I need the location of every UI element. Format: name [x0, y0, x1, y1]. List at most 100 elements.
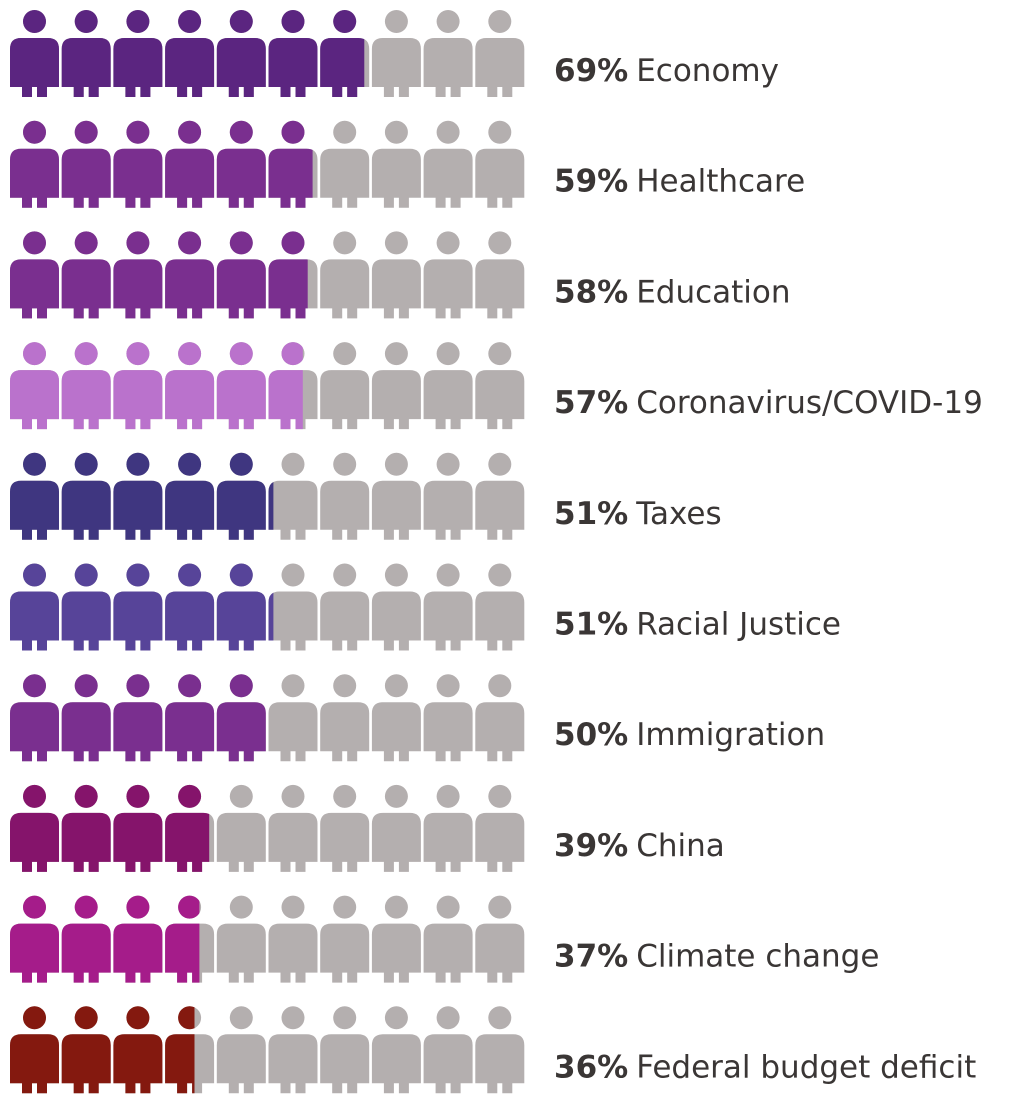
- person-icon-filled: [113, 1006, 163, 1094]
- person-icon-filled: [216, 10, 266, 97]
- person-icon: [320, 452, 370, 540]
- person-icon-filled: [10, 674, 59, 762]
- person-icon: [320, 784, 370, 872]
- person-icon-filled: [216, 452, 266, 540]
- row-category-label: China: [636, 828, 725, 864]
- person-icon: [423, 1006, 473, 1094]
- person-icon-filled: [113, 10, 163, 97]
- person-icon-filled: [61, 563, 111, 651]
- person-icon-filled: [10, 120, 59, 208]
- row-category-label: Economy: [636, 53, 779, 89]
- person-icon: [423, 452, 473, 540]
- person-icon: [475, 120, 525, 208]
- person-icon: [475, 895, 525, 983]
- person-icon: [320, 1006, 370, 1094]
- row-value-label: 51%: [554, 607, 628, 643]
- chart-row: 36% Federal budget deficit: [10, 1006, 976, 1094]
- row-category-label: Healthcare: [636, 164, 805, 200]
- person-icon-filled: [268, 482, 274, 530]
- person-icon-filled: [165, 120, 215, 208]
- person-icon: [475, 784, 525, 872]
- row-value-label: 59%: [554, 164, 628, 200]
- row-value-label: 50%: [554, 717, 628, 753]
- person-icon-filled: [165, 1006, 195, 1094]
- person-icon: [475, 231, 525, 319]
- person-icon-filled: [113, 784, 163, 872]
- person-icon: [423, 231, 473, 319]
- row-value-label: 36%: [554, 1049, 628, 1085]
- person-icon: [216, 895, 266, 983]
- person-icon-filled: [216, 674, 266, 762]
- person-icon-filled: [320, 10, 365, 97]
- person-icon: [371, 10, 421, 97]
- person-icon: [320, 563, 370, 651]
- person-icon-filled: [268, 120, 313, 208]
- person-icon: [371, 784, 421, 872]
- person-icon: [216, 1006, 266, 1094]
- row-category-label: Immigration: [636, 717, 825, 753]
- person-icon: [371, 895, 421, 983]
- person-icon-filled: [268, 10, 318, 97]
- person-icon: [423, 895, 473, 983]
- chart-row: 37% Climate change: [10, 895, 879, 983]
- person-icon-filled: [10, 1006, 59, 1094]
- chart-row: 39% China: [10, 784, 725, 872]
- person-icon: [371, 452, 421, 540]
- person-icon-filled: [10, 563, 59, 651]
- person-icon-filled: [61, 231, 111, 319]
- chart-row: 57% Coronavirus/COVID-19: [10, 342, 983, 430]
- person-icon: [268, 895, 318, 983]
- chart-row: 69% Economy: [10, 10, 779, 97]
- person-icon: [320, 342, 370, 430]
- person-icon-filled: [10, 895, 59, 983]
- person-icon: [371, 1006, 421, 1094]
- person-icon-filled: [165, 452, 215, 540]
- person-icon: [423, 563, 473, 651]
- person-icon: [423, 674, 473, 762]
- person-icon: [371, 342, 421, 430]
- person-icon-filled: [113, 452, 163, 540]
- person-icon: [475, 452, 525, 540]
- person-icon: [320, 231, 370, 319]
- person-icon-filled: [113, 231, 163, 319]
- row-value-label: 58%: [554, 274, 628, 310]
- person-icon-filled: [216, 342, 266, 430]
- person-icon-filled: [216, 563, 266, 651]
- person-icon: [371, 231, 421, 319]
- person-icon-filled: [268, 592, 274, 641]
- person-icon-filled: [61, 1006, 111, 1094]
- person-icon-filled: [61, 452, 111, 540]
- person-icon: [475, 1006, 525, 1094]
- person-icon: [423, 120, 473, 208]
- person-icon: [371, 563, 421, 651]
- person-icon-filled: [113, 120, 163, 208]
- person-icon-filled: [61, 674, 111, 762]
- row-value-label: 57%: [554, 385, 628, 421]
- chart-row: 51% Taxes: [10, 452, 722, 540]
- row-category-label: Coronavirus/COVID-19: [636, 385, 983, 421]
- person-icon: [475, 674, 525, 762]
- row-value-label: 37%: [554, 939, 628, 975]
- person-icon-filled: [268, 231, 308, 319]
- person-icon-filled: [216, 120, 266, 208]
- person-icon: [423, 10, 473, 97]
- person-icon-filled: [61, 342, 111, 430]
- person-icon-filled: [113, 342, 163, 430]
- person-icon-filled: [165, 563, 215, 651]
- person-icon-filled: [61, 784, 111, 872]
- row-category-label: Education: [636, 274, 790, 310]
- person-icon: [268, 563, 318, 651]
- person-icon: [423, 784, 473, 872]
- person-icon-filled: [165, 10, 215, 97]
- row-value-label: 69%: [554, 53, 628, 89]
- person-icon: [371, 674, 421, 762]
- person-icon: [475, 563, 525, 651]
- person-icon-filled: [10, 231, 59, 319]
- person-icon-filled: [113, 563, 163, 651]
- person-icon-filled: [268, 342, 303, 430]
- row-category-label: Racial Justice: [636, 607, 841, 643]
- person-icon: [320, 895, 370, 983]
- person-icon-filled: [165, 784, 210, 872]
- row-category-label: Federal budget deficit: [636, 1049, 976, 1085]
